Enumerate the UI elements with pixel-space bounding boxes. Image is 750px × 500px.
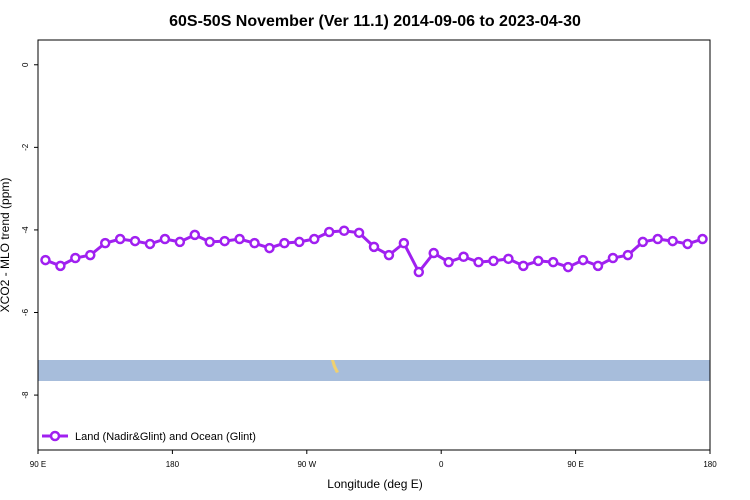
data-point [547, 256, 559, 268]
data-point [129, 235, 141, 247]
data-point [592, 260, 604, 272]
data-point [682, 238, 693, 250]
x-tick-label: 180 [703, 460, 717, 469]
data-point [264, 242, 275, 254]
data-point [174, 236, 186, 248]
data-point [473, 256, 484, 268]
x-tick-label: 0 [439, 460, 444, 469]
data-point [577, 254, 589, 266]
plot-frame [37, 39, 711, 451]
data-point [294, 236, 305, 248]
y-tick-label: -4 [21, 226, 30, 234]
data-point [70, 252, 81, 264]
data-point [114, 233, 126, 245]
data-point [323, 226, 335, 238]
data-point [413, 266, 425, 278]
chart-title: 60S-50S November (Ver 11.1) 2014-09-06 t… [169, 13, 581, 30]
data-point [443, 256, 454, 268]
data-point [85, 249, 96, 261]
data-point [99, 237, 111, 249]
x-tick-label: 90 E [567, 460, 583, 469]
data-point [279, 237, 290, 249]
data-point [353, 227, 365, 239]
data-point [383, 249, 395, 261]
legend-label: Land (Nadir&Glint) and Ocean (Glint) [75, 431, 256, 443]
data-point [144, 238, 156, 250]
data-point [503, 253, 514, 265]
land-patch [331, 360, 339, 373]
data-point [189, 229, 201, 241]
data-point [533, 255, 544, 267]
data-point [458, 251, 469, 263]
data-point [338, 225, 350, 237]
data-point [607, 252, 619, 264]
x-tick-label: 180 [166, 460, 180, 469]
data-point [637, 236, 649, 248]
y-tick-label: 0 [21, 62, 30, 67]
data-point [309, 233, 320, 245]
data-point [398, 237, 410, 249]
data-point [667, 235, 678, 247]
data-point [249, 237, 260, 249]
data-point [518, 260, 529, 272]
data-point [488, 255, 499, 267]
data-point [368, 241, 380, 253]
x-tick-label: 90 E [30, 460, 46, 469]
data-point [622, 249, 634, 261]
data-point [40, 254, 51, 266]
data-point [219, 235, 230, 247]
data-point [562, 261, 574, 273]
data-point [55, 260, 66, 272]
data-point [697, 233, 708, 245]
map-strip [38, 360, 710, 381]
x-tick-label: 90 W [297, 460, 316, 469]
y-tick-label: -6 [21, 308, 30, 316]
data-point [204, 236, 215, 248]
data-point [428, 247, 439, 259]
y-tick-label: -8 [21, 391, 30, 399]
data-point [652, 233, 663, 245]
y-axis-label: XCO2 - MLO trend (ppm) [0, 178, 12, 313]
data-point [159, 233, 171, 245]
legend-marker [49, 430, 61, 442]
x-axis-label: Longitude (deg E) [327, 477, 422, 491]
y-tick-label: -2 [21, 143, 30, 151]
data-point [234, 233, 245, 245]
